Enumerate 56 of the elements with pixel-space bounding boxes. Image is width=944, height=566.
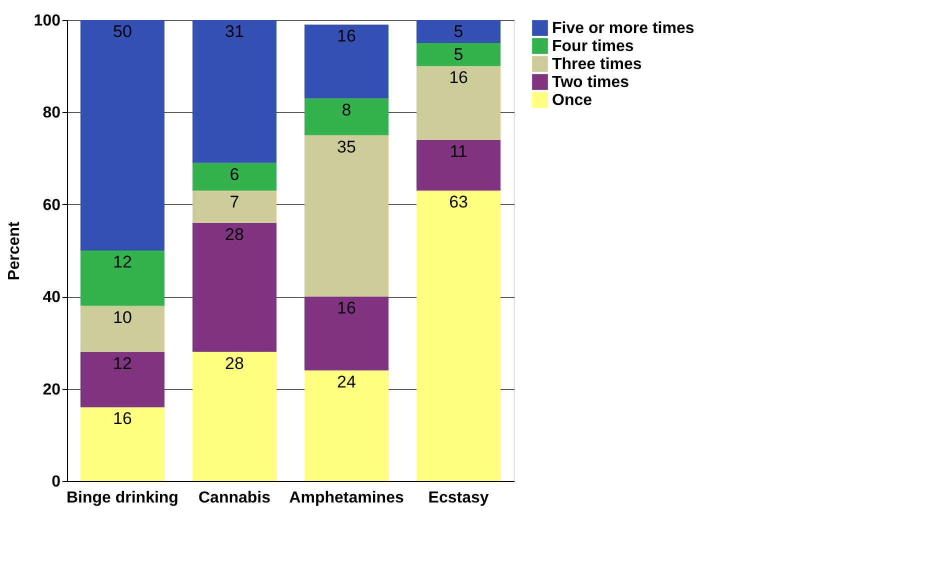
data-label: 8 bbox=[342, 100, 352, 120]
data-label: 24 bbox=[337, 372, 356, 392]
bar bbox=[192, 352, 276, 481]
x-tick-label: Cannabis bbox=[198, 490, 271, 506]
data-label: 6 bbox=[230, 164, 240, 184]
data-label: 11 bbox=[450, 142, 468, 161]
y-tick-label: 0 bbox=[52, 474, 61, 490]
data-label: 12 bbox=[112, 354, 132, 373]
data-label: 12 bbox=[112, 252, 132, 272]
bar bbox=[304, 135, 389, 297]
y-tick-label: 40 bbox=[42, 289, 61, 306]
legend-label: Two times bbox=[552, 74, 630, 91]
bar bbox=[80, 407, 164, 481]
data-label: 50 bbox=[112, 22, 132, 41]
y-tick-label: 100 bbox=[34, 12, 61, 30]
bar bbox=[192, 190, 276, 223]
data-label: 5 bbox=[454, 45, 464, 64]
data-label: 16 bbox=[337, 298, 356, 318]
legend-label: Once bbox=[552, 92, 592, 109]
bar bbox=[304, 370, 389, 481]
legend-label: Five or more times bbox=[552, 20, 694, 37]
bar bbox=[192, 162, 276, 191]
bar bbox=[416, 20, 501, 44]
y-tick-label: 80 bbox=[42, 104, 61, 122]
data-label: 31 bbox=[225, 22, 244, 41]
y-axis-title: Percent bbox=[6, 220, 23, 280]
bar bbox=[80, 306, 164, 352]
bar bbox=[304, 98, 389, 136]
bar bbox=[304, 296, 389, 370]
data-label: 28 bbox=[225, 354, 244, 373]
bar bbox=[80, 352, 164, 408]
bar bbox=[192, 20, 276, 163]
bar bbox=[192, 222, 276, 352]
x-tick-label: Amphetamines bbox=[289, 490, 404, 506]
y-tick-label: 20 bbox=[42, 381, 61, 398]
y-tick-label: 60 bbox=[42, 196, 61, 214]
data-label: 28 bbox=[225, 224, 244, 244]
x-tick-label: Binge drinking bbox=[66, 490, 178, 506]
bar bbox=[416, 43, 501, 66]
data-label: 63 bbox=[449, 192, 468, 212]
data-label: 35 bbox=[337, 137, 356, 156]
bar bbox=[416, 66, 501, 140]
bar bbox=[416, 140, 501, 191]
x-tick-label: Ecstasy bbox=[428, 490, 489, 506]
data-label: 10 bbox=[112, 308, 132, 327]
legend-label: Four times bbox=[552, 38, 634, 55]
data-label: 16 bbox=[449, 68, 468, 88]
data-label: 16 bbox=[112, 409, 132, 428]
bar bbox=[80, 250, 164, 306]
data-label: 5 bbox=[454, 22, 464, 41]
legend-label: Three times bbox=[552, 56, 642, 73]
data-label: 16 bbox=[337, 26, 356, 46]
bar bbox=[304, 24, 389, 98]
bar bbox=[80, 20, 164, 250]
data-label: 7 bbox=[230, 192, 240, 212]
bar bbox=[416, 190, 501, 481]
